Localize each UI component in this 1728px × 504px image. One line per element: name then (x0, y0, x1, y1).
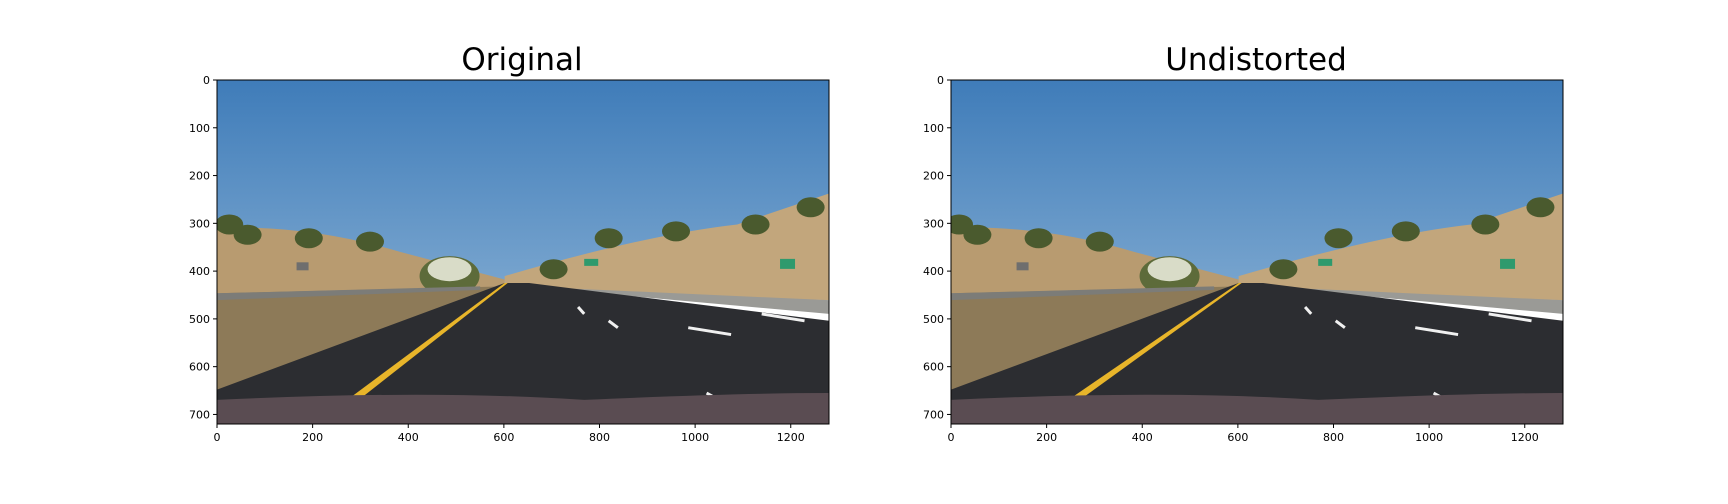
road-photo (217, 80, 829, 424)
car-hood (951, 393, 1563, 424)
axes-frame (216, 79, 830, 425)
x-tick-label: 200 (1036, 431, 1057, 444)
y-tick-label: 200 (923, 170, 944, 183)
y-tick-label: 100 (923, 122, 944, 135)
x-tick-label: 400 (1132, 431, 1153, 444)
y-tick-label: 200 (189, 170, 210, 183)
y-tick-label: 500 (923, 313, 944, 326)
y-tick-label: 300 (923, 217, 944, 230)
x-tick-label: 800 (589, 431, 610, 444)
y-tick-label: 700 (923, 408, 944, 421)
y-tick-label: 600 (923, 361, 944, 374)
panel-title-original: Original (461, 42, 583, 78)
y-tick-label: 700 (189, 408, 210, 421)
x-tick-label: 200 (302, 431, 323, 444)
panel-title-undistorted: Undistorted (1165, 42, 1347, 78)
image-panel-2: 0 200 400 600 800 1000 1200 0 100 200 300 400 500 600… (923, 74, 1564, 444)
x-tick-label: 600 (1227, 431, 1248, 444)
x-tick-label: 1000 (1415, 431, 1443, 444)
x-tick-label: 400 (398, 431, 419, 444)
y-tick-label: 600 (189, 361, 210, 374)
y-tick-label: 300 (189, 217, 210, 230)
y-tick-label: 400 (189, 265, 210, 278)
x-tick-label: 1200 (1511, 431, 1539, 444)
x-tick-label: 600 (493, 431, 514, 444)
y-tick-label: 0 (203, 74, 210, 87)
x-tick-label: 1000 (681, 431, 709, 444)
y-tick-label: 100 (189, 122, 210, 135)
road-photo (951, 80, 1563, 424)
y-tick-label: 500 (189, 313, 210, 326)
road (951, 282, 1563, 424)
axes-frame (950, 79, 1564, 425)
x-tick-label: 0 (214, 431, 221, 444)
y-tick-label: 400 (923, 265, 944, 278)
image-panel-1: 0 200 400 600 800 1000 1200 0 100 200 300 400 500 600… (189, 74, 830, 444)
yellow-lane-line (1053, 282, 1242, 411)
x-tick-label: 800 (1323, 431, 1344, 444)
x-tick-label: 0 (948, 431, 955, 444)
yellow-lane-line (333, 282, 508, 411)
x-tick-label: 1200 (777, 431, 805, 444)
car-hood (217, 393, 829, 424)
y-tick-label: 0 (937, 74, 944, 87)
right-hill (504, 193, 829, 301)
right-hill (1238, 193, 1563, 301)
